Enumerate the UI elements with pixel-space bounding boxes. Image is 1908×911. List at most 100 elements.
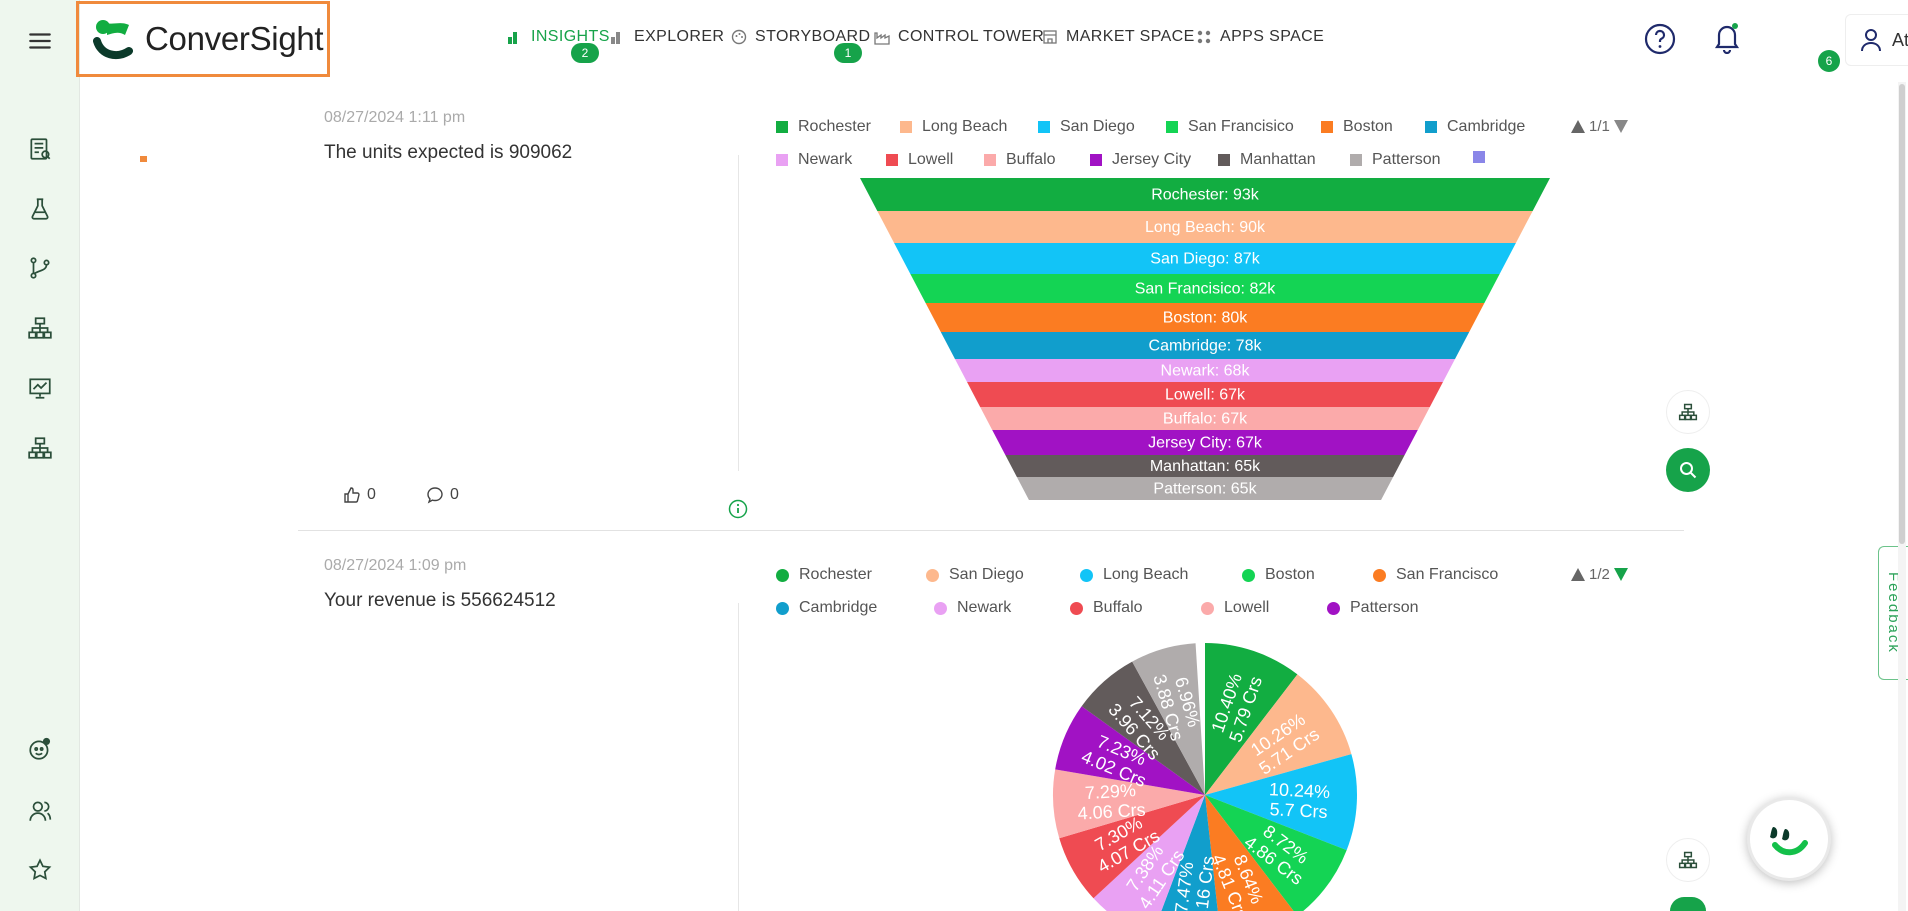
legend-item[interactable]: Cambridge bbox=[776, 599, 877, 617]
arrow-up-icon[interactable] bbox=[1571, 568, 1585, 581]
pie-slice[interactable] bbox=[1132, 643, 1205, 795]
hierarchy-icon bbox=[1678, 851, 1698, 869]
legend-item[interactable]: Buffalo bbox=[1070, 599, 1143, 617]
legend-item[interactable]: San Diego bbox=[1038, 118, 1135, 136]
help-icon[interactable] bbox=[1643, 22, 1677, 61]
pie-slice[interactable] bbox=[1205, 674, 1352, 795]
funnel-segment[interactable] bbox=[1005, 455, 1405, 477]
legend-item[interactable]: Patterson bbox=[1350, 151, 1440, 169]
legend-item[interactable]: San Diego bbox=[926, 566, 1024, 584]
users-icon[interactable] bbox=[22, 793, 58, 829]
nav-storyboard[interactable]: STORYBOARD bbox=[731, 28, 870, 46]
legend-item[interactable]: San Francisco bbox=[1373, 566, 1498, 584]
nav-control-tower[interactable]: CONTROL TOWER bbox=[874, 28, 1044, 46]
menu-icon[interactable] bbox=[22, 23, 58, 59]
legend-item[interactable]: Cambridge bbox=[1425, 118, 1525, 136]
funnel-segment[interactable] bbox=[967, 382, 1443, 407]
legend-swatch bbox=[1242, 568, 1255, 582]
pie-slice[interactable] bbox=[1205, 643, 1298, 795]
drill-hierarchy-button[interactable] bbox=[1666, 390, 1710, 434]
nav-market-space[interactable]: MARKET SPACE bbox=[1042, 28, 1195, 46]
nav-apps-space[interactable]: APPS SPACE bbox=[1196, 28, 1324, 46]
scrollbar-thumb[interactable] bbox=[1899, 84, 1905, 544]
funnel-segment[interactable] bbox=[1016, 477, 1394, 500]
legend-item[interactable]: Rochester bbox=[776, 118, 871, 136]
funnel-label: Long Beach: 90k bbox=[1145, 219, 1266, 236]
nav-label: CONTROL TOWER bbox=[898, 28, 1045, 45]
apps-grid-icon bbox=[1197, 30, 1211, 44]
comment-icon bbox=[427, 487, 443, 504]
legend-item[interactable] bbox=[1473, 151, 1495, 163]
legend-item[interactable]: Boston bbox=[1242, 566, 1315, 584]
top-header: ConverSight INSIGHTS 2 EXPLORER STORYBOA… bbox=[76, 0, 1908, 80]
legend-label: Lowell bbox=[1224, 599, 1270, 616]
pie-slice[interactable] bbox=[1093, 795, 1205, 911]
legend-item[interactable]: Long Beach bbox=[900, 118, 1007, 136]
legend-label: Manhattan bbox=[1240, 151, 1316, 168]
comment-button[interactable]: 0 bbox=[426, 486, 459, 504]
star-icon[interactable] bbox=[22, 852, 58, 888]
funnel-segment[interactable] bbox=[954, 359, 1456, 382]
pie-slice[interactable] bbox=[1205, 795, 1347, 911]
funnel-segment[interactable] bbox=[980, 407, 1430, 430]
legend-swatch bbox=[1070, 601, 1083, 615]
legend-label: Cambridge bbox=[1447, 118, 1526, 135]
funnel-segment[interactable] bbox=[992, 430, 1418, 455]
funnel-segment[interactable] bbox=[877, 211, 1533, 243]
legend-swatch bbox=[1425, 121, 1437, 133]
legend-item[interactable]: Lowell bbox=[1201, 599, 1269, 617]
bar-chart-icon bbox=[611, 32, 620, 44]
arrow-down-icon[interactable] bbox=[1613, 568, 1628, 581]
palette-icon bbox=[731, 29, 747, 45]
pie-slice[interactable] bbox=[1151, 795, 1221, 911]
arrow-down-icon[interactable] bbox=[1613, 120, 1628, 133]
funnel-segment[interactable] bbox=[910, 274, 1500, 303]
flask-icon[interactable] bbox=[22, 191, 58, 227]
nav-explorer[interactable]: EXPLORER bbox=[610, 28, 724, 46]
legend-item[interactable]: Buffalo bbox=[984, 151, 1056, 169]
legend-swatch bbox=[1218, 154, 1230, 166]
drill-hierarchy-button[interactable] bbox=[1666, 838, 1710, 882]
hierarchy-icon[interactable] bbox=[22, 430, 58, 466]
funnel-segment[interactable] bbox=[925, 303, 1485, 332]
bell-icon[interactable] bbox=[1712, 22, 1742, 59]
pie-slice[interactable] bbox=[1081, 661, 1205, 795]
notification-count-badge: 6 bbox=[1818, 50, 1840, 72]
insight-timestamp: 08/27/2024 1:09 pm bbox=[324, 557, 467, 574]
like-button[interactable]: 0 bbox=[343, 486, 376, 504]
funnel-segment[interactable] bbox=[894, 243, 1516, 274]
nav-insights[interactable]: INSIGHTS bbox=[507, 28, 610, 46]
legend-item[interactable]: San Francisico bbox=[1166, 118, 1294, 136]
bot-face-icon[interactable] bbox=[22, 731, 58, 767]
legend-item[interactable]: Patterson bbox=[1327, 599, 1418, 617]
pie-slice[interactable] bbox=[1053, 769, 1205, 839]
chatbot-launcher[interactable] bbox=[1747, 797, 1831, 881]
pie-slice[interactable] bbox=[1055, 706, 1205, 795]
info-icon[interactable] bbox=[728, 499, 748, 524]
legend-item[interactable]: Long Beach bbox=[1080, 566, 1188, 584]
report-icon[interactable] bbox=[22, 131, 58, 167]
legend-item[interactable]: Manhattan bbox=[1218, 151, 1316, 169]
branch-icon[interactable] bbox=[22, 250, 58, 286]
legend-item[interactable]: Newark bbox=[776, 151, 852, 169]
insight-text: Your revenue is 556624512 bbox=[324, 590, 556, 611]
funnel-label: Newark: 68k bbox=[1161, 363, 1251, 380]
legend-item[interactable]: Boston bbox=[1321, 118, 1393, 136]
legend-item[interactable]: Newark bbox=[934, 599, 1011, 617]
presentation-chart-icon[interactable] bbox=[22, 370, 58, 406]
zoom-search-button[interactable] bbox=[1666, 448, 1710, 492]
funnel-segment[interactable] bbox=[940, 332, 1470, 359]
app-logo[interactable]: ConverSight bbox=[76, 1, 330, 77]
funnel-segment[interactable] bbox=[860, 178, 1550, 211]
legend-item[interactable]: Rochester bbox=[776, 566, 872, 584]
legend-label: San Francisco bbox=[1396, 566, 1499, 583]
user-menu[interactable]: Athena bbox=[1845, 14, 1908, 66]
pie-slice[interactable] bbox=[1059, 795, 1205, 899]
arrow-up-icon[interactable] bbox=[1571, 120, 1585, 133]
hierarchy-icon[interactable] bbox=[22, 310, 58, 346]
pie-slice[interactable] bbox=[1205, 754, 1357, 851]
legend-item[interactable]: Lowell bbox=[886, 151, 953, 169]
comment-count: 0 bbox=[450, 486, 459, 503]
zoom-search-button[interactable] bbox=[1670, 897, 1706, 911]
legend-item[interactable]: Jersey City bbox=[1090, 151, 1191, 169]
